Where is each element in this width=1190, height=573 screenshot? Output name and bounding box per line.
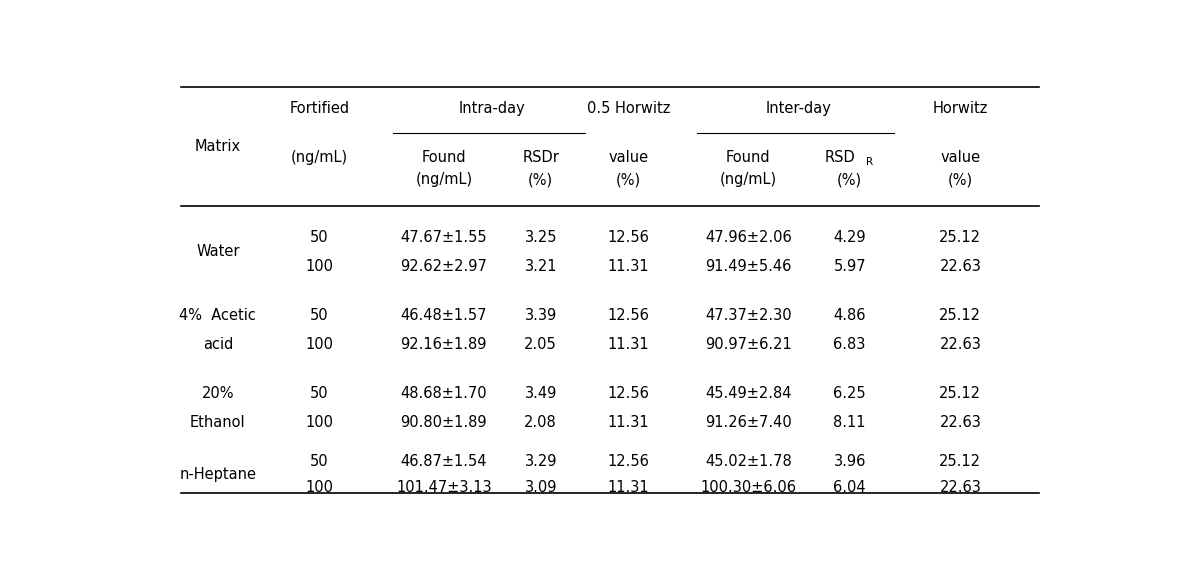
Text: 91.26±7.40: 91.26±7.40 (704, 415, 791, 430)
Text: 100: 100 (306, 337, 333, 352)
Text: Intra-day: Intra-day (459, 101, 526, 116)
Text: (%): (%) (947, 172, 973, 187)
Text: 50: 50 (311, 308, 328, 323)
Text: acid: acid (202, 337, 233, 352)
Text: 25.12: 25.12 (939, 308, 982, 323)
Text: 50: 50 (311, 386, 328, 402)
Text: (ng/mL): (ng/mL) (415, 172, 472, 187)
Text: 2.05: 2.05 (525, 337, 557, 352)
Text: Fortified: Fortified (289, 101, 350, 116)
Text: 12.56: 12.56 (607, 454, 650, 469)
Text: Ethanol: Ethanol (190, 415, 245, 430)
Text: 22.63: 22.63 (939, 415, 982, 430)
Text: 5.97: 5.97 (833, 259, 866, 274)
Text: (ng/mL): (ng/mL) (290, 150, 347, 164)
Text: 2.08: 2.08 (525, 415, 557, 430)
Text: 50: 50 (311, 454, 328, 469)
Text: 20%: 20% (201, 386, 234, 402)
Text: 92.16±1.89: 92.16±1.89 (401, 337, 487, 352)
Text: 90.97±6.21: 90.97±6.21 (704, 337, 791, 352)
Text: Water: Water (196, 244, 239, 260)
Text: (ng/mL): (ng/mL) (720, 172, 777, 187)
Text: 3.09: 3.09 (525, 480, 557, 494)
Text: Matrix: Matrix (195, 139, 242, 154)
Text: 100: 100 (306, 480, 333, 494)
Text: 25.12: 25.12 (939, 454, 982, 469)
Text: value: value (940, 150, 981, 164)
Text: 22.63: 22.63 (939, 259, 982, 274)
Text: 22.63: 22.63 (939, 480, 982, 494)
Text: 100.30±6.06: 100.30±6.06 (700, 480, 796, 494)
Text: 91.49±5.46: 91.49±5.46 (704, 259, 791, 274)
Text: Inter-day: Inter-day (766, 101, 832, 116)
Text: 46.87±1.54: 46.87±1.54 (401, 454, 487, 469)
Text: 11.31: 11.31 (608, 415, 649, 430)
Text: 12.56: 12.56 (607, 386, 650, 402)
Text: value: value (608, 150, 649, 164)
Text: 11.31: 11.31 (608, 337, 649, 352)
Text: 6.83: 6.83 (833, 337, 866, 352)
Text: 3.25: 3.25 (525, 230, 557, 245)
Text: 3.21: 3.21 (525, 259, 557, 274)
Text: 92.62±2.97: 92.62±2.97 (400, 259, 488, 274)
Text: R: R (866, 158, 873, 167)
Text: 4%  Acetic: 4% Acetic (180, 308, 256, 323)
Text: 90.80±1.89: 90.80±1.89 (401, 415, 487, 430)
Text: 47.67±1.55: 47.67±1.55 (401, 230, 487, 245)
Text: 6.04: 6.04 (833, 480, 866, 494)
Text: (%): (%) (615, 172, 641, 187)
Text: 100: 100 (306, 259, 333, 274)
Text: RSDr: RSDr (522, 150, 559, 164)
Text: 47.37±2.30: 47.37±2.30 (704, 308, 791, 323)
Text: Horwitz: Horwitz (933, 101, 988, 116)
Text: 8.11: 8.11 (833, 415, 866, 430)
Text: 3.96: 3.96 (833, 454, 866, 469)
Text: (%): (%) (528, 172, 553, 187)
Text: 25.12: 25.12 (939, 386, 982, 402)
Text: 46.48±1.57: 46.48±1.57 (401, 308, 487, 323)
Text: 0.5 Horwitz: 0.5 Horwitz (587, 101, 670, 116)
Text: 4.86: 4.86 (833, 308, 866, 323)
Text: Found: Found (726, 150, 771, 164)
Text: 48.68±1.70: 48.68±1.70 (401, 386, 487, 402)
Text: 100: 100 (306, 415, 333, 430)
Text: Found: Found (421, 150, 466, 164)
Text: (%): (%) (837, 172, 863, 187)
Text: 3.29: 3.29 (525, 454, 557, 469)
Text: 3.49: 3.49 (525, 386, 557, 402)
Text: 11.31: 11.31 (608, 259, 649, 274)
Text: 101.47±3.13: 101.47±3.13 (396, 480, 491, 494)
Text: 47.96±2.06: 47.96±2.06 (704, 230, 791, 245)
Text: 12.56: 12.56 (607, 230, 650, 245)
Text: 12.56: 12.56 (607, 308, 650, 323)
Text: 6.25: 6.25 (833, 386, 866, 402)
Text: 45.49±2.84: 45.49±2.84 (704, 386, 791, 402)
Text: 50: 50 (311, 230, 328, 245)
Text: 22.63: 22.63 (939, 337, 982, 352)
Text: 45.02±1.78: 45.02±1.78 (704, 454, 791, 469)
Text: 4.29: 4.29 (833, 230, 866, 245)
Text: 3.39: 3.39 (525, 308, 557, 323)
Text: 25.12: 25.12 (939, 230, 982, 245)
Text: RSD: RSD (825, 150, 856, 164)
Text: n-Heptane: n-Heptane (180, 467, 256, 482)
Text: 11.31: 11.31 (608, 480, 649, 494)
